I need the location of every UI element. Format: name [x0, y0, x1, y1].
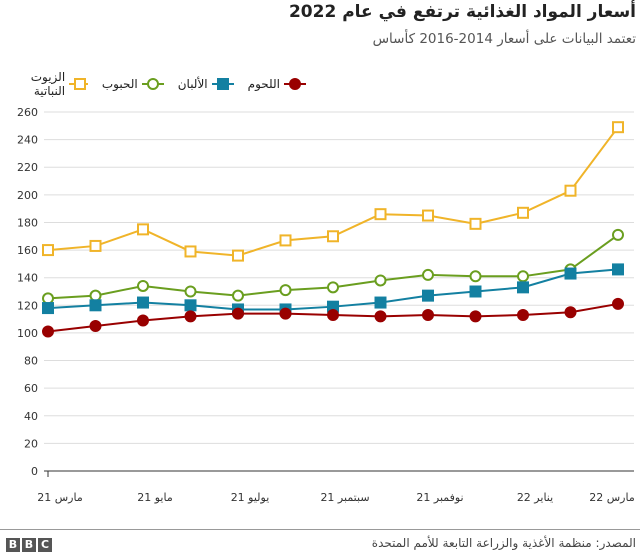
legend-marker-icon — [211, 78, 234, 90]
data-point — [612, 121, 624, 134]
source-note: المصدر: منظمة الأغذية والزراعة التابعة ل… — [371, 536, 636, 550]
data-point — [89, 239, 102, 252]
x-tick-label: يوليو 21 — [231, 491, 270, 504]
data-point — [469, 217, 482, 230]
x-tick-label: يناير 22 — [517, 491, 553, 504]
data-point — [42, 292, 54, 305]
x-tick-label: نوفمبر 21 — [416, 491, 463, 504]
data-point — [517, 270, 529, 283]
data-point — [564, 306, 577, 319]
data-point — [184, 285, 197, 298]
data-point — [137, 279, 149, 292]
data-point — [469, 310, 482, 323]
y-tick-label: 80 — [24, 355, 38, 368]
legend-item: الألبان — [178, 77, 234, 91]
data-point — [279, 284, 292, 297]
x-tick-label: مايو 21 — [137, 491, 173, 504]
data-point — [469, 270, 482, 283]
data-point — [137, 296, 149, 309]
y-tick-label: 40 — [24, 410, 38, 423]
data-point — [232, 307, 244, 320]
data-point — [327, 308, 339, 321]
data-point — [137, 314, 149, 327]
data-point — [374, 208, 387, 221]
data-point — [422, 308, 434, 321]
data-point — [374, 274, 387, 287]
data-point — [232, 289, 244, 302]
data-point — [612, 297, 624, 310]
y-tick-label: 60 — [24, 382, 38, 395]
x-tick-label: سبتمبر 21 — [320, 491, 369, 504]
y-tick-label: 0 — [31, 465, 38, 478]
legend-label: الألبان — [177, 77, 208, 91]
data-point — [327, 281, 339, 294]
data-point — [232, 249, 244, 262]
legend-marker-icon — [284, 78, 306, 90]
data-point — [374, 296, 387, 309]
data-point — [564, 184, 577, 197]
data-point — [327, 230, 339, 243]
y-tick-label: 240 — [17, 134, 38, 147]
legend: الزيوت النباتية الحبوب الألبان اللحوم — [6, 70, 306, 98]
data-point — [517, 308, 529, 321]
data-point — [564, 267, 577, 280]
data-point — [422, 289, 434, 302]
y-tick-label: 200 — [17, 189, 38, 202]
legend-label: الزيوت النباتية — [30, 70, 66, 98]
chart-subtitle: تعتمد البيانات على أسعار 2014-2016 كأساس — [372, 31, 636, 47]
line-chart: 0 20 40 60 80 100 120 140 160 180 200 220 240 260 مارس… — [17, 106, 635, 504]
data-point — [612, 263, 624, 276]
data-point — [517, 281, 529, 294]
data-point — [89, 320, 102, 333]
legend-item: الحبوب — [102, 77, 164, 91]
data-point — [184, 299, 197, 312]
data-point — [184, 245, 197, 258]
legend-item: الزيوت النباتية — [6, 70, 88, 98]
data-point — [42, 244, 54, 257]
y-tick-label: 100 — [17, 327, 38, 340]
data-point — [279, 307, 292, 320]
data-point — [137, 223, 149, 236]
data-point — [422, 209, 434, 222]
legend-label: اللحوم — [247, 77, 280, 91]
data-point — [374, 310, 387, 323]
data-point — [469, 285, 482, 298]
y-tick-label: 20 — [24, 437, 38, 450]
chart-title: أسعار المواد الغذائية ترتفع في عام 2022 — [288, 2, 636, 22]
y-tick-label: 160 — [17, 244, 38, 257]
footer-divider — [0, 529, 640, 530]
y-tick-label: 120 — [17, 299, 38, 312]
legend-marker-icon — [141, 78, 164, 90]
x-tick-label: مارس 21 — [37, 491, 83, 504]
x-tick-label: مارس 22 — [589, 491, 635, 504]
legend-marker-icon — [69, 78, 88, 90]
data-point — [422, 268, 434, 281]
data-point — [89, 289, 102, 302]
data-point — [184, 310, 197, 323]
data-point — [279, 234, 292, 247]
data-point — [612, 228, 624, 241]
data-point — [517, 206, 529, 219]
y-tick-label: 260 — [17, 106, 38, 119]
data-point — [89, 299, 102, 312]
y-tick-label: 220 — [17, 161, 38, 174]
data-point — [42, 302, 54, 315]
y-tick-label: 180 — [17, 216, 38, 229]
y-tick-label: 140 — [17, 272, 38, 285]
legend-label: الحبوب — [101, 77, 138, 91]
legend-item: اللحوم — [248, 77, 306, 91]
data-point — [42, 325, 54, 338]
